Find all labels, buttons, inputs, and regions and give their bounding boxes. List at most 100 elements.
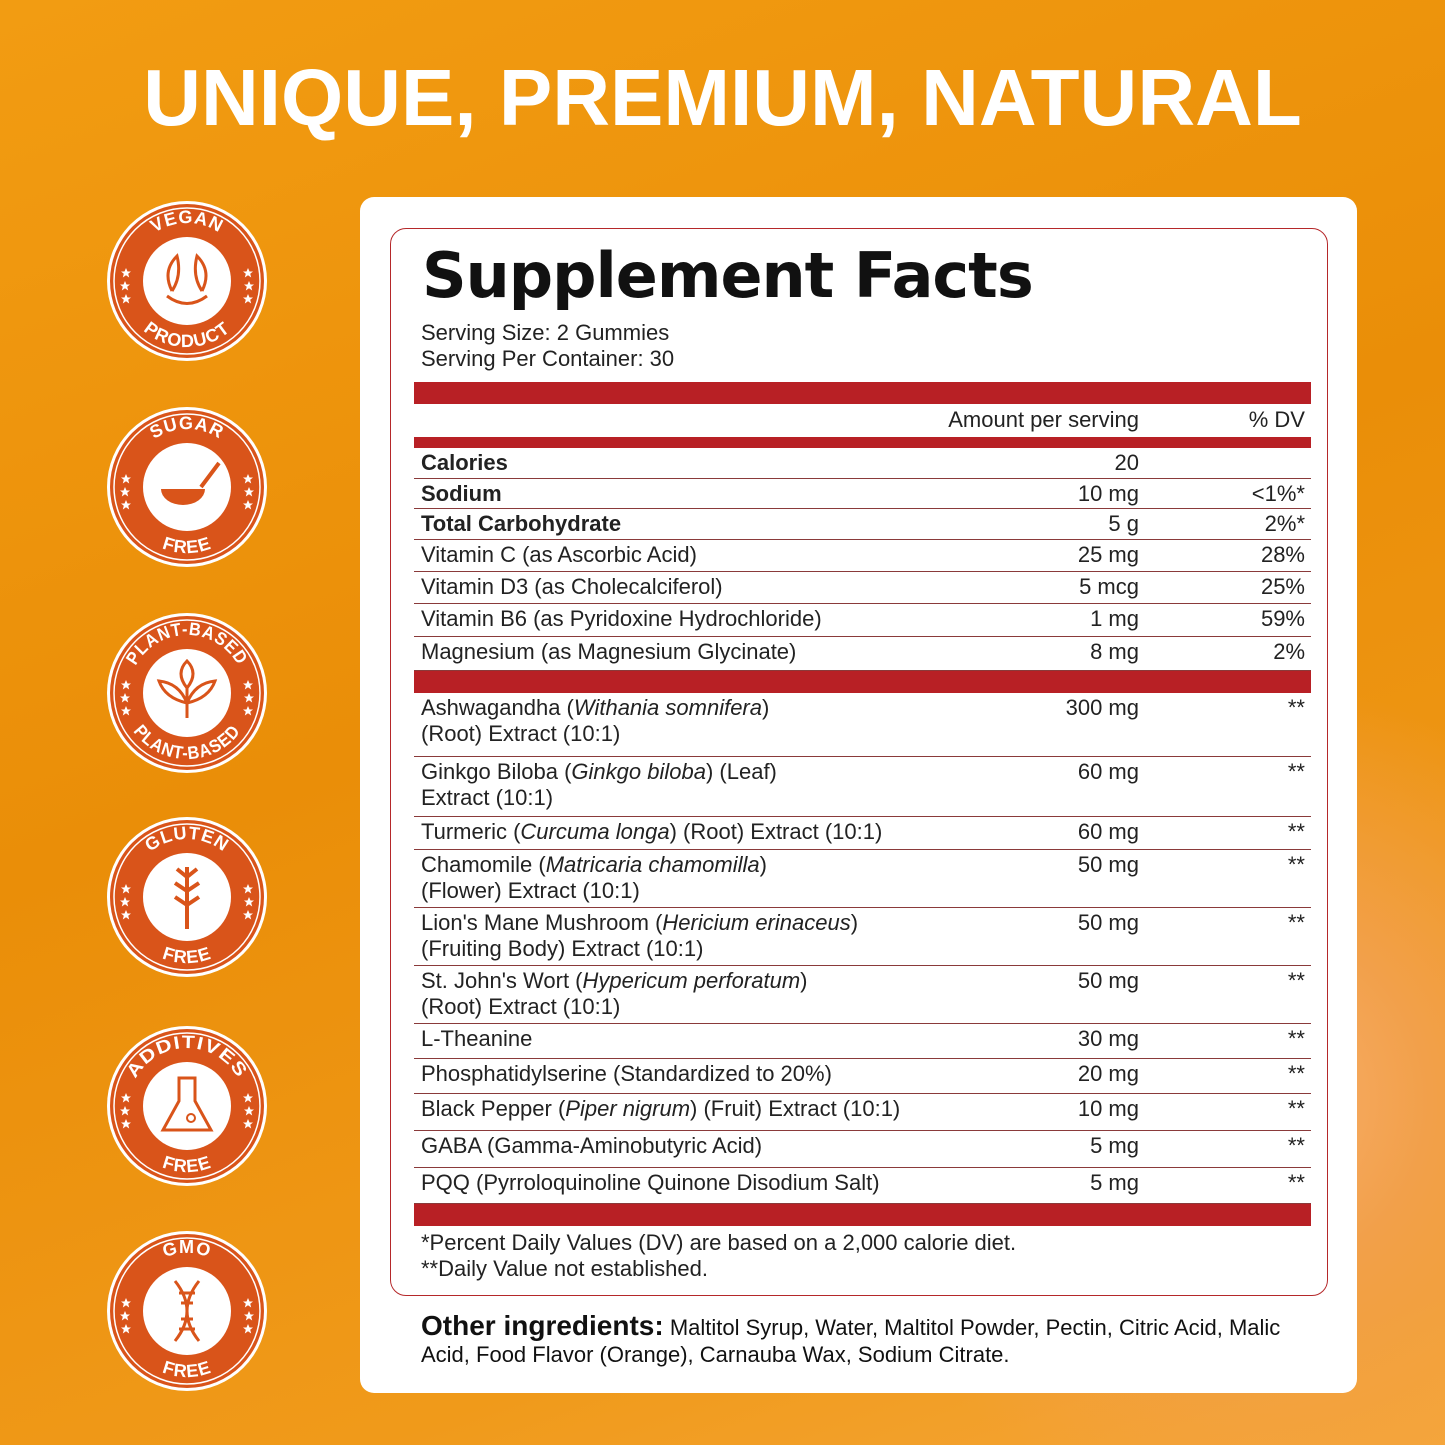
amount: 10 mg [1077, 481, 1139, 506]
ingredient-name: Vitamin B6 (as Pyridoxine Hydrochloride) [421, 606, 981, 632]
star-icon [120, 281, 130, 291]
star-icon [243, 1324, 253, 1334]
flask-icon [160, 1076, 214, 1132]
daily-value: 2% [1273, 639, 1305, 664]
daily-value: ** [1287, 852, 1305, 877]
table-bar [414, 671, 1311, 693]
other-ingredients-text: Maltitol Syrup, Water, Maltitol Powder, … [421, 1315, 1281, 1367]
table-row: Ashwagandha (Withania somnifera) (Root) … [414, 693, 1311, 757]
star-icon [244, 693, 254, 703]
star-icon [243, 1093, 253, 1103]
name-part: Ashwagandha ( [421, 695, 574, 720]
ingredient-name: Turmeric (Curcuma longa) (Root) Extract … [421, 819, 981, 845]
star-icon [243, 910, 253, 920]
latin-name: Curcuma longa [520, 819, 670, 844]
footnote-not-established: **Daily Value not established. [421, 1256, 708, 1281]
table-bar [414, 1204, 1311, 1226]
serving-size: Serving Size: 2 Gummies [421, 320, 670, 345]
star-icon [121, 1324, 131, 1334]
latin-name: Ginkgo biloba [571, 759, 706, 784]
star-icon [121, 1119, 131, 1129]
star-icon [120, 693, 130, 703]
amount: 60 mg [1077, 819, 1139, 844]
star-icon [121, 680, 131, 690]
facts-table: Amount per serving % DV Calories 20 Sodium… [414, 382, 1311, 1226]
amount: 20 mg [1077, 1061, 1139, 1086]
ingredient-name: L-Theanine [421, 1026, 981, 1052]
star-icon [243, 500, 253, 510]
latin-name: Hericium erinaceus [662, 910, 851, 935]
name-part: Lion's Mane Mushroom ( [421, 910, 663, 935]
table-header: Amount per serving % DV [414, 404, 1311, 437]
table-row: Black Pepper (Piper nigrum) (Fruit) Extr… [414, 1094, 1311, 1131]
table-row: Sodium 10 mg <1%* [414, 479, 1311, 509]
star-icon [243, 706, 253, 716]
name-part: St. John's Wort ( [421, 968, 583, 993]
name-part: Total Carbohydrate [421, 511, 622, 536]
star-icon [244, 897, 254, 907]
name-part: PQQ (Pyrroloquinoline Quinone Disodium S… [421, 1170, 880, 1195]
star-icon [121, 884, 131, 894]
amount: 25 mg [1077, 542, 1139, 567]
table-row: Chamomile (Matricaria chamomilla) (Flowe… [414, 850, 1311, 908]
sugar-spoon-icon [161, 461, 221, 505]
badge-sugar: SUGAR FREE [105, 405, 269, 569]
table-row: Vitamin C (as Ascorbic Acid) 25 mg 28% [414, 540, 1311, 572]
star-icon [120, 1106, 130, 1116]
name-part: L-Theanine [421, 1026, 533, 1051]
amount: 1 mg [1090, 606, 1139, 631]
facts-border [390, 228, 1328, 1296]
headline: UNIQUE, PREMIUM, NATURAL [143, 53, 1302, 142]
table-row: Lion's Mane Mushroom (Hericium erinaceus… [414, 908, 1311, 966]
ingredient-name: Ashwagandha (Withania somnifera) (Root) … [421, 695, 981, 747]
ingredient-name: Chamomile (Matricaria chamomilla) (Flowe… [421, 852, 981, 904]
table-row: Total Carbohydrate 5 g 2%* [414, 509, 1311, 540]
star-icon [243, 1119, 253, 1129]
dv-header: % DV [1248, 407, 1305, 432]
amount-header: Amount per serving [948, 407, 1139, 432]
name-part: ) (Leaf) Extract (10:1) [421, 759, 777, 810]
leaf-icon [166, 253, 208, 305]
star-icon [244, 281, 254, 291]
name-part: ) (Root) Extract (10:1) [421, 695, 770, 746]
daily-value: ** [1287, 759, 1305, 784]
name-part: Black Pepper ( [421, 1096, 566, 1121]
amount: 5 mg [1090, 1133, 1139, 1158]
daily-value: 59% [1260, 606, 1305, 631]
name-part: Vitamin C (as Ascorbic Acid) [421, 542, 697, 567]
star-icon [120, 897, 130, 907]
amount: 5 mg [1090, 1170, 1139, 1195]
name-part: Ginkgo Biloba ( [421, 759, 572, 784]
plant-icon [156, 658, 218, 718]
table-row: GABA (Gamma-Aminobutyric Acid) 5 mg ** [414, 1131, 1311, 1168]
badge-plant-based: PLANT-BASED PLANT-BASED [105, 611, 269, 775]
name-part: Magnesium (as Magnesium Glycinate) [421, 639, 797, 664]
badge-vegan: VEGAN PRODUCT [105, 199, 269, 363]
name-part: ) (Root) Extract (10:1) [421, 968, 808, 1019]
star-icon [243, 1298, 253, 1308]
facts-title: Supplement Facts [422, 239, 1034, 312]
daily-value: ** [1287, 1096, 1305, 1121]
name-part: Phosphatidylserine (Standardized to 20%) [421, 1061, 832, 1086]
ingredient-name: Lion's Mane Mushroom (Hericium erinaceus… [421, 910, 981, 962]
amount: 5 g [1108, 511, 1139, 536]
table-row: Ginkgo Biloba (Ginkgo biloba) (Leaf) Ext… [414, 757, 1311, 817]
amount: 30 mg [1077, 1026, 1139, 1051]
star-icon [243, 268, 253, 278]
badge-gmo: GMO FREE [105, 1229, 269, 1393]
name-part: Sodium [421, 481, 502, 506]
badge-gluten: GLUTEN FREE [105, 815, 269, 979]
star-icon [121, 910, 131, 920]
daily-value: ** [1287, 1133, 1305, 1158]
name-part: Vitamin D3 (as Cholecalciferol) [421, 574, 723, 599]
badge-additives: ADDITIVES FREE [105, 1024, 269, 1188]
star-icon [121, 706, 131, 716]
name-part: Vitamin B6 (as Pyridoxine Hydrochloride) [421, 606, 822, 631]
amount: 8 mg [1090, 639, 1139, 664]
star-icon [121, 268, 131, 278]
ingredient-name: Magnesium (as Magnesium Glycinate) [421, 639, 981, 665]
name-part: Chamomile ( [421, 852, 546, 877]
servings-per-container: Serving Per Container: 30 [421, 346, 675, 371]
table-row: PQQ (Pyrroloquinoline Quinone Disodium S… [414, 1168, 1311, 1204]
table-bar [414, 437, 1311, 448]
